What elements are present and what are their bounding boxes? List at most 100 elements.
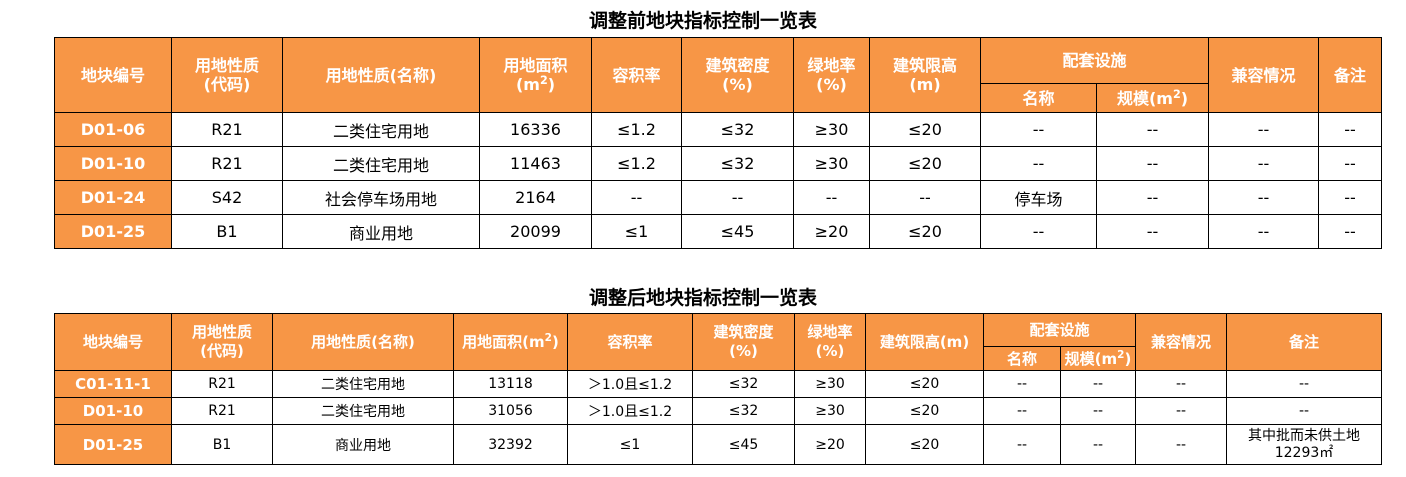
green-value: ≥20 [793,214,870,249]
table-row: D01-10 R21 二类住宅用地 11463 ≤1.2 ≤32 ≥30 ≤20… [54,146,1383,181]
post-adjustment-table: 地块编号 用地性质 (代码) 用地性质(名称) 用地面积(m2) 容积率 建筑密度… [54,313,1383,465]
density-value: ≤45 [692,424,795,465]
header-building-density: 建筑密度 (%) [681,37,794,113]
facility-scale: -- [1095,214,1210,249]
plot-id: C01-11-1 [54,370,172,398]
header-green-ratio: 绿地率 (%) [793,37,870,113]
header-compatibility: 兼容情况 [1208,37,1320,113]
far-value: -- [591,180,682,215]
density-value: ≤32 [692,397,795,425]
far-value: ＞1.0且≤1.2 [567,397,693,425]
header-plot-id: 地块编号 [54,37,172,113]
header-green-ratio: 绿地率 (%) [794,313,866,371]
facility-name: -- [983,397,1061,425]
plot-id: D01-25 [54,424,172,465]
facility-name: -- [980,146,1097,181]
height-value: -- [869,180,981,215]
compat-value: -- [1208,214,1320,249]
land-use-code: R21 [171,112,283,147]
land-use-code: B1 [171,424,273,465]
plot-id: D01-25 [54,214,172,249]
header-plot-id: 地块编号 [54,313,172,371]
header-remark: 备注 [1226,313,1383,371]
land-use-code: B1 [171,214,283,249]
land-area: 16336 [479,112,592,147]
height-value: ≤20 [869,112,981,147]
compat-value: -- [1135,397,1228,425]
land-area: 2164 [479,180,592,215]
facility-name: -- [983,370,1061,398]
land-use-code: R21 [171,397,273,425]
density-value: ≤32 [692,370,795,398]
header-far: 容积率 [591,37,682,113]
header-land-area: 用地面积 (m2) [479,37,592,113]
remark-value: -- [1318,146,1383,181]
facility-scale: -- [1059,370,1137,398]
header-far: 容积率 [567,313,693,371]
green-value: ≥20 [794,424,866,465]
compat-value: -- [1208,180,1320,215]
facility-scale: -- [1095,146,1210,181]
land-area: 32392 [453,424,568,465]
plot-id: D01-06 [54,112,172,147]
far-value: ≤1.2 [591,112,682,147]
green-value: ≥30 [794,397,866,425]
far-value: ＞1.0且≤1.2 [567,370,693,398]
header-height-limit: 建筑限高(m) [865,313,984,371]
header-height-limit: 建筑限高(m) [869,37,981,113]
remark-value: -- [1318,180,1383,215]
land-use-name: 二类住宅用地 [282,146,480,181]
table-row: C01-11-1 R21 二类住宅用地 13118 ＞1.0且≤1.2 ≤32 … [54,370,1383,398]
table2-title: 调整后地块指标控制一览表 [588,287,817,309]
plot-id: D01-24 [54,180,172,215]
far-value: ≤1 [567,424,693,465]
land-use-name: 二类住宅用地 [272,397,454,425]
far-value: ≤1.2 [591,146,682,181]
compat-value: -- [1208,112,1320,147]
density-value: ≤32 [681,146,794,181]
green-value: -- [793,180,870,215]
pre-adjustment-table: 地块编号 用地性质 (代码) 用地性质(名称) 用地面积 (m2) 容积率 建筑密… [54,37,1383,249]
header-facility-scale: 规模(m2) [1095,83,1210,113]
facility-name: -- [983,424,1061,465]
remark-value: 其中批而未供土地 12293㎡ [1226,424,1383,465]
table-row: D01-06 R21 二类住宅用地 16336 ≤1.2 ≤32 ≥30 ≤20… [54,112,1383,147]
facility-scale: -- [1095,112,1210,147]
land-use-name: 二类住宅用地 [282,112,480,147]
plot-id: D01-10 [54,146,172,181]
compat-value: -- [1135,370,1228,398]
header-facility-name: 名称 [983,346,1061,371]
header-land-use-code: 用地性质 (代码) [171,313,273,371]
height-value: ≤20 [869,146,981,181]
height-value: ≤20 [869,214,981,249]
green-value: ≥30 [793,112,870,147]
remark-value: -- [1318,214,1383,249]
table-row: D01-25 B1 商业用地 32392 ≤1 ≤45 ≥20 ≤20 -- -… [54,424,1383,465]
land-area: 13118 [453,370,568,398]
height-value: ≤20 [865,397,984,425]
facility-scale: -- [1059,424,1137,465]
remark-value: -- [1226,370,1383,398]
compat-value: -- [1135,424,1228,465]
table-row: D01-25 B1 商业用地 20099 ≤1 ≤45 ≥20 ≤20 -- -… [54,214,1383,249]
plot-id: D01-10 [54,397,172,425]
header-building-density: 建筑密度 (%) [692,313,795,371]
facility-scale: -- [1095,180,1210,215]
header-land-area: 用地面积(m2) [453,313,568,371]
header-facility-name: 名称 [980,83,1097,113]
height-value: ≤20 [865,424,984,465]
land-area: 20099 [479,214,592,249]
land-use-name: 商业用地 [282,214,480,249]
table-row: D01-24 S42 社会停车场用地 2164 -- -- -- -- 停车场 … [54,180,1383,215]
density-value: ≤32 [681,112,794,147]
remark-value: -- [1318,112,1383,147]
header-facility-scale: 规模(m2) [1059,346,1137,371]
header-compatibility: 兼容情况 [1135,313,1228,371]
facility-name: 停车场 [980,180,1097,215]
green-value: ≥30 [794,370,866,398]
land-use-code: R21 [171,370,273,398]
header-land-use-name: 用地性质(名称) [272,313,454,371]
land-use-code: S42 [171,180,283,215]
green-value: ≥30 [793,146,870,181]
header-facilities: 配套设施 [982,313,1137,347]
